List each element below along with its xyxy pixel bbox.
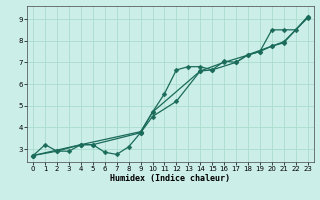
X-axis label: Humidex (Indice chaleur): Humidex (Indice chaleur) [110, 174, 230, 183]
